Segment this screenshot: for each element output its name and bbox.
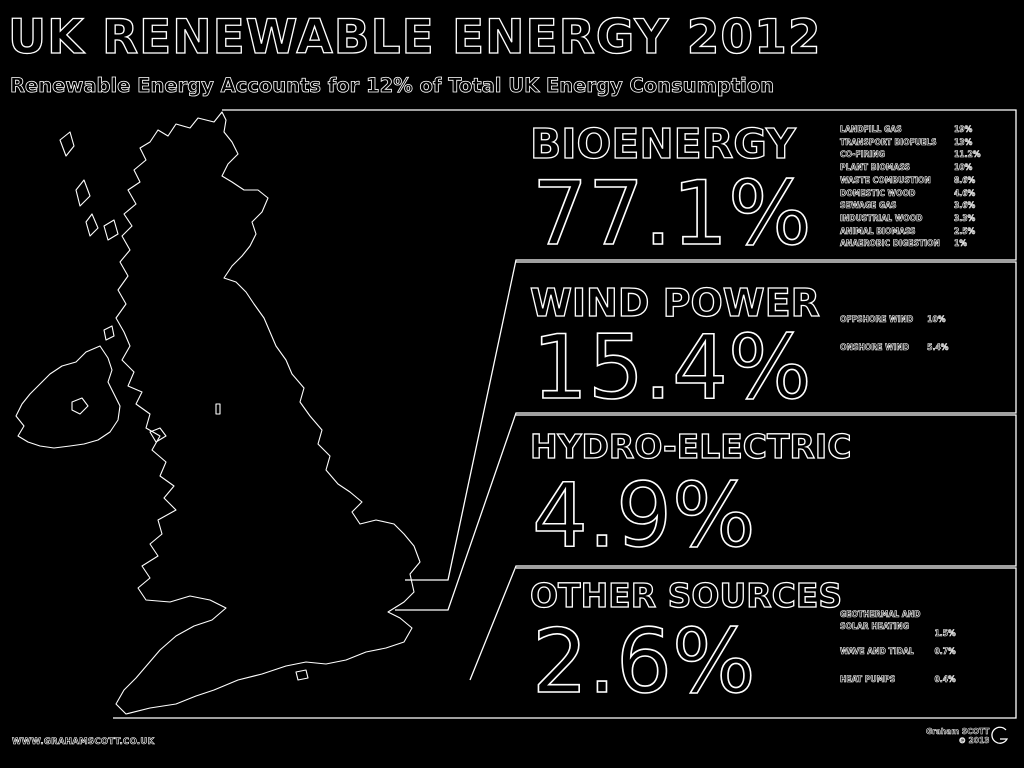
page-subtitle: Renewable Energy Accounts for 12% of Tot…	[10, 74, 775, 97]
breakdown-value: 2.5%	[953, 226, 976, 237]
credit-block: Graham SCOTT © 2013	[926, 727, 990, 746]
panel-frames	[113, 109, 1017, 719]
bioenergy-percent: 77.1%	[531, 162, 812, 265]
breakdown-row: OFFSHORE WIND 10%	[840, 315, 957, 342]
hydro-frame	[469, 414, 1017, 681]
bioenergy-heading: BIOENERGY	[529, 120, 796, 168]
breakdown-label: TRANSPORT BIOFUELS	[840, 137, 937, 148]
breakdown-label: WASTE COMBUSTION	[840, 175, 931, 186]
credit-year: © 2013	[958, 736, 990, 746]
hebrides-3	[85, 213, 99, 237]
hydro-electric-heading: HYDRO-ELECTRIC	[529, 427, 852, 466]
breakdown-value: 3.3%	[953, 213, 976, 224]
page-title: UK RENEWABLE ENERGY 2012	[7, 10, 822, 65]
breakdown-value: 4.6%	[953, 188, 976, 199]
breakdown-row: ANAEROBIC DIGESTION 1%	[840, 238, 984, 251]
breakdown-value: 10%	[927, 315, 946, 325]
breakdown-label: OFFSHORE WIND	[840, 315, 914, 325]
breakdown-value: 5.4%	[927, 343, 949, 354]
breakdown-value: 10%	[953, 163, 973, 174]
breakdown-value: 0.4%	[934, 675, 956, 686]
breakdown-label: CO-FIRING	[840, 150, 886, 161]
breakdown-row: HEAT PUMPS 0.4%	[840, 674, 964, 687]
anglesey	[149, 427, 167, 443]
breakdown-row: LANDFILL GAS 19%	[840, 124, 984, 137]
islay	[103, 325, 115, 341]
wind-frame	[395, 261, 1017, 611]
breakdown-row: ANIMAL BIOMASS 2.5%	[840, 226, 984, 239]
wind-power-heading: WIND POWER	[529, 281, 820, 325]
uk-map	[15, 111, 421, 715]
breakdown-label: ONSHORE WIND	[840, 343, 910, 354]
breakdown-label: PLANT BIOMASS	[840, 163, 911, 174]
breakdown-row: CO-FIRING 11.2%	[840, 149, 984, 162]
breakdown-row: ONSHORE WIND 5.4%	[840, 342, 957, 355]
breakdown-label: DOMESTIC WOOD	[840, 188, 916, 199]
other-frame	[113, 567, 1017, 719]
breakdown-label: LANDFILL GAS	[840, 125, 902, 136]
breakdown-row: WAVE AND TIDAL 0.7%	[840, 647, 964, 674]
breakdown-value: 13%	[953, 137, 973, 148]
other-sources-percent: 2.6%	[531, 610, 756, 713]
breakdown-row: SEWAGE GAS 3.6%	[840, 200, 984, 213]
skye	[103, 219, 119, 241]
bioenergy-frame	[222, 109, 1017, 581]
breakdown-label: SEWAGE GAS	[840, 201, 897, 212]
breakdown-label: GEOTHERMAL AND SOLAR HEATING	[840, 610, 921, 632]
breakdown-value: 8.6%	[953, 175, 976, 186]
great-britain-outline	[115, 111, 421, 715]
hebrides-2	[75, 179, 91, 207]
breakdown-value: 1.5%	[934, 628, 956, 639]
breakdown-value: 3.6%	[953, 201, 976, 212]
breakdown-row: PLANT BIOMASS 10%	[840, 162, 984, 175]
ireland-outline	[15, 345, 121, 449]
bioenergy-breakdown-table: LANDFILL GAS 19% TRANSPORT BIOFUELS 13% CO…	[840, 124, 984, 251]
breakdown-label: ANAEROBIC DIGESTION	[840, 239, 941, 250]
breakdown-value: 0.7%	[934, 647, 956, 657]
other-sources-breakdown-table: GEOTHERMAL AND SOLAR HEATING 1.5% WAVE AN…	[840, 610, 964, 687]
breakdown-row: GEOTHERMAL AND SOLAR HEATING 1.5%	[840, 610, 964, 648]
lough-neagh	[71, 397, 89, 415]
wind-power-breakdown-table: OFFSHORE WIND 10% ONSHORE WIND 5.4%	[840, 315, 957, 355]
breakdown-row: TRANSPORT BIOFUELS 13%	[840, 137, 984, 150]
breakdown-row: INDUSTRIAL WOOD 3.3%	[840, 213, 984, 226]
other-sources-heading: OTHER SOURCES	[529, 576, 843, 615]
breakdown-label: INDUSTRIAL WOOD	[840, 213, 923, 224]
breakdown-row: WASTE COMBUSTION 8.6%	[840, 175, 984, 188]
breakdown-row: DOMESTIC WOOD 4.6%	[840, 187, 984, 200]
author-logo-icon	[991, 726, 1009, 744]
breakdown-value: 19%	[953, 125, 973, 136]
wind-power-percent: 15.4%	[531, 316, 812, 419]
hebrides-1	[59, 131, 75, 157]
website-url: WWW.GRAHAMSCOTT.CO.UK	[12, 737, 155, 748]
breakdown-value: 11.2%	[953, 150, 981, 161]
credit-name: Graham SCOTT	[926, 727, 990, 737]
breakdown-label: ANIMAL BIOMASS	[840, 226, 916, 237]
isle-of-wight	[295, 669, 309, 681]
breakdown-label: WAVE AND TIDAL	[840, 647, 914, 657]
hydro-electric-percent: 4.9%	[531, 464, 756, 567]
isle-of-man	[215, 403, 221, 415]
breakdown-value: 1%	[953, 239, 968, 250]
breakdown-label: HEAT PUMPS	[840, 675, 896, 686]
